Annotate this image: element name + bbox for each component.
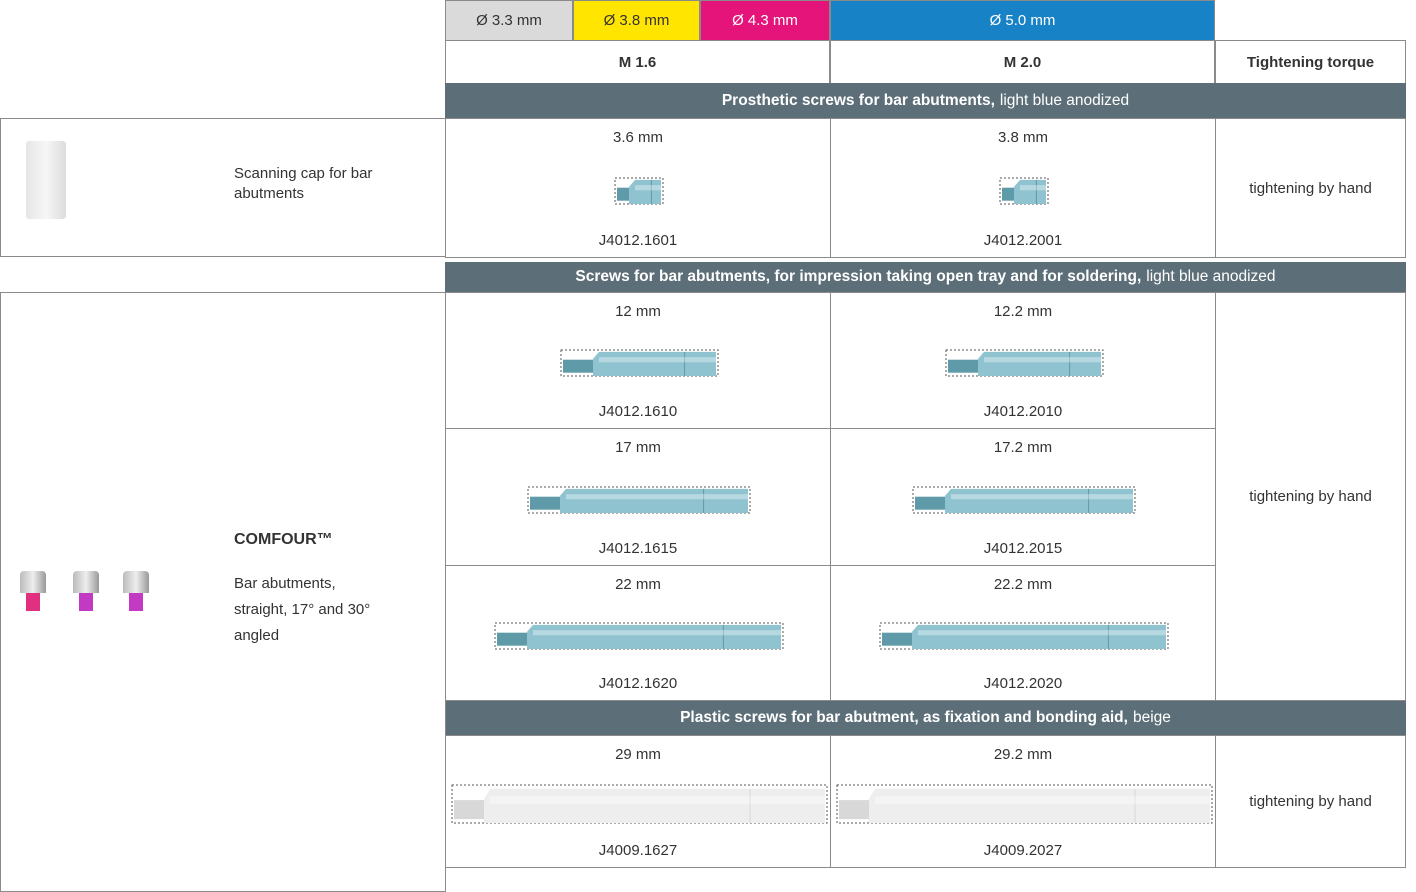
screw-length: 12 mm: [446, 303, 830, 320]
product-cell: 12.2 mm J4012.2010: [830, 292, 1216, 429]
thread-cell: M 2.0: [830, 40, 1215, 84]
screw-length: 17.2 mm: [831, 439, 1215, 456]
article-code: J4012.1610: [446, 403, 830, 420]
product-description: Bar abutments, straight, 17° and 30° ang…: [234, 571, 384, 649]
product-cell: 17 mm J4012.1615: [445, 428, 831, 566]
abutment-thread: [129, 593, 143, 611]
section-bar: Plastic screws for bar abutment, as fixa…: [445, 700, 1406, 735]
abutment-image: [119, 571, 153, 611]
diameter-cell: Ø 3.8 mm: [573, 0, 700, 41]
screw-image: [613, 176, 665, 206]
abutment-image: [16, 571, 50, 611]
abutment-head: [20, 571, 46, 593]
torque-value: tightening by hand: [1249, 488, 1372, 505]
screw-length: 17 mm: [446, 439, 830, 456]
screw-length: 29.2 mm: [831, 746, 1215, 763]
torque-heading-cell: Tightening torque: [1215, 40, 1406, 84]
screw-length: 22 mm: [446, 576, 830, 593]
diameter-cell: Ø 5.0 mm: [830, 0, 1215, 41]
diameter-cell: Ø 3.3 mm: [445, 0, 573, 41]
article-code: J4012.1601: [446, 232, 830, 249]
screw-length: 22.2 mm: [831, 576, 1215, 593]
section-finish: light blue anodized: [1146, 268, 1275, 286]
page: Ø 3.3 mm Ø 3.8 mm Ø 4.3 mm Ø 5.0 mm M 1.6 M 2…: [0, 0, 1416, 867]
screw-image: [559, 348, 720, 378]
diameter-cell: Ø 4.3 mm: [700, 0, 830, 41]
product-cell: 22 mm J4012.1620: [445, 565, 831, 701]
product-box: COMFOUR™ Bar abutments, straight, 17° and…: [0, 292, 446, 892]
scan-cap-image: [26, 141, 66, 219]
thread-cell: M 1.6: [445, 40, 830, 84]
section-bar: Screws for bar abutments, for impression…: [445, 262, 1406, 292]
article-code: J4012.2020: [831, 675, 1215, 692]
product-cell: 29 mm J4009.1627: [445, 735, 831, 868]
screw-image: [526, 485, 752, 515]
section-title: Screws for bar abutments, for impression…: [575, 268, 1141, 286]
diameter-label: Ø 4.3 mm: [732, 12, 798, 29]
screw-length: 12.2 mm: [831, 303, 1215, 320]
article-code: J4012.2001: [831, 232, 1215, 249]
article-code: J4009.2027: [831, 842, 1215, 859]
diameter-label: Ø 5.0 mm: [990, 12, 1056, 29]
section-title: Plastic screws for bar abutment, as fixa…: [680, 709, 1128, 727]
thread-label: M 2.0: [1004, 54, 1042, 71]
screw-length: 3.8 mm: [831, 129, 1215, 146]
section-bar: Prosthetic screws for bar abutments, ligh…: [445, 83, 1406, 118]
abutment-head: [123, 571, 149, 593]
torque-cell: tightening by hand: [1215, 735, 1406, 868]
section-finish: beige: [1133, 709, 1171, 727]
torque-heading: Tightening torque: [1247, 54, 1374, 71]
article-code: J4012.2010: [831, 403, 1215, 420]
product-cell: 12 mm J4012.1610: [445, 292, 831, 429]
thread-label: M 1.6: [619, 54, 657, 71]
abutment-head: [73, 571, 99, 593]
screw-image: [450, 783, 829, 825]
diameter-label: Ø 3.3 mm: [476, 12, 542, 29]
product-name: COMFOUR™: [234, 531, 333, 549]
screw-image: [944, 348, 1105, 378]
article-code: J4012.2015: [831, 540, 1215, 557]
article-code: J4012.1620: [446, 675, 830, 692]
diameter-label: Ø 3.8 mm: [604, 12, 670, 29]
product-cell: 29.2 mm J4009.2027: [830, 735, 1216, 868]
screw-length: 3.6 mm: [446, 129, 830, 146]
section-title: Prosthetic screws for bar abutments,: [722, 92, 995, 110]
abutment-thread: [79, 593, 93, 611]
section-finish: light blue anodized: [1000, 92, 1129, 110]
screw-image: [878, 621, 1170, 651]
product-cell: 22.2 mm J4012.2020: [830, 565, 1216, 701]
abutment-image: [69, 571, 103, 611]
product-box: Scanning cap for bar abutments: [0, 118, 446, 257]
product-cell: 3.6 mm J4012.1601: [445, 118, 831, 258]
screw-image: [911, 485, 1137, 515]
screw-image: [835, 783, 1214, 825]
torque-cell: tightening by hand: [1215, 292, 1406, 701]
screw-length: 29 mm: [446, 746, 830, 763]
torque-value: tightening by hand: [1249, 793, 1372, 810]
screw-image: [998, 176, 1050, 206]
article-code: J4012.1615: [446, 540, 830, 557]
torque-cell: tightening by hand: [1215, 118, 1406, 258]
abutment-thread: [26, 593, 40, 611]
article-code: J4009.1627: [446, 842, 830, 859]
product-cell: 3.8 mm J4012.2001: [830, 118, 1216, 258]
torque-value: tightening by hand: [1249, 180, 1372, 197]
screw-image: [493, 621, 785, 651]
product-name: Scanning cap for bar abutments: [234, 164, 394, 204]
product-cell: 17.2 mm J4012.2015: [830, 428, 1216, 566]
